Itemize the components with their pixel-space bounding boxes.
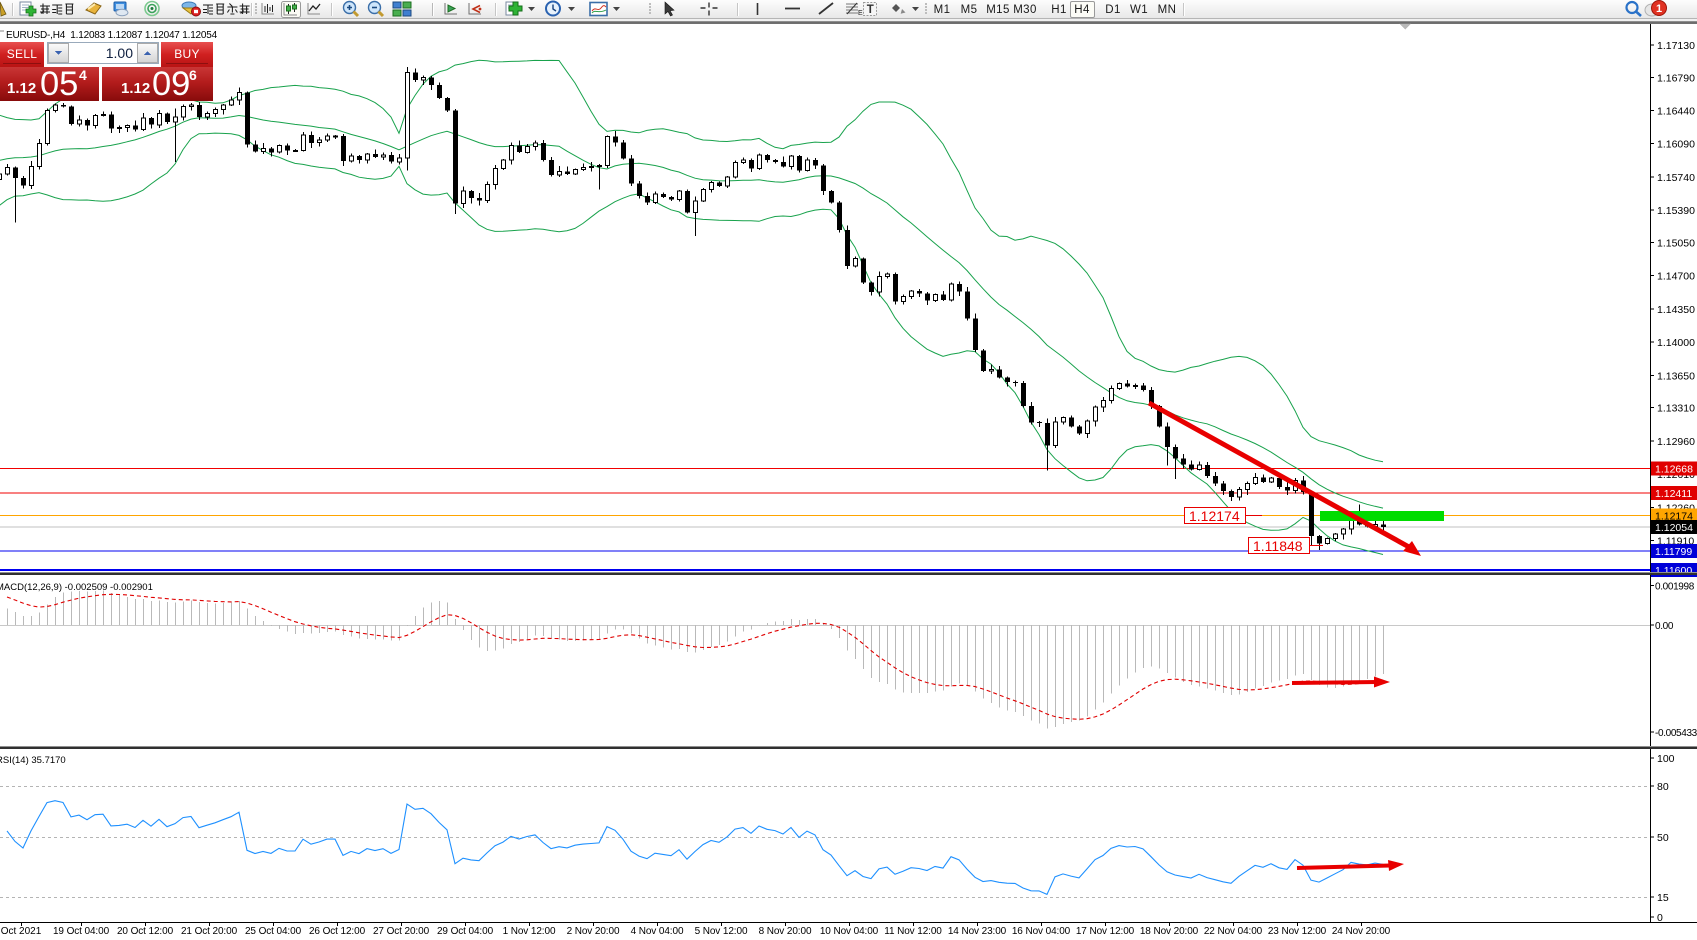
svg-text:17 Nov 12:00: 17 Nov 12:00 [1076, 926, 1135, 937]
svg-text:19 Oct 04:00: 19 Oct 04:00 [53, 926, 110, 937]
svg-text:1.12960: 1.12960 [1657, 436, 1695, 448]
svg-text:W1: W1 [1130, 4, 1148, 16]
svg-text:14 Nov 23:00: 14 Nov 23:00 [948, 926, 1007, 937]
svg-text:1.16090: 1.16090 [1657, 139, 1695, 151]
svg-text:H4: H4 [1074, 4, 1090, 16]
svg-text:1.12: 1.12 [121, 80, 150, 97]
svg-text:1.15050: 1.15050 [1657, 238, 1695, 250]
svg-text:BUY: BUY [174, 47, 200, 61]
svg-text:M30: M30 [1013, 4, 1037, 16]
svg-text:1.12668: 1.12668 [1655, 464, 1693, 476]
svg-text:1.15390: 1.15390 [1657, 205, 1695, 217]
svg-text:0: 0 [1657, 912, 1663, 924]
svg-text:29 Oct 04:00: 29 Oct 04:00 [437, 926, 494, 937]
svg-text:1.14350: 1.14350 [1657, 304, 1695, 316]
svg-text:2 Nov 20:00: 2 Nov 20:00 [567, 926, 620, 937]
svg-text:H1: H1 [1051, 4, 1067, 16]
svg-text:1.12: 1.12 [7, 80, 36, 97]
svg-text:MACD(12,26,9) -0.002509 -0.002: MACD(12,26,9) -0.002509 -0.002901 [0, 582, 153, 593]
svg-text:1.13310: 1.13310 [1657, 403, 1695, 415]
svg-text:22 Nov 04:00: 22 Nov 04:00 [1204, 926, 1263, 937]
svg-text:1.15740: 1.15740 [1657, 172, 1695, 184]
svg-text:M5: M5 [961, 4, 978, 16]
svg-text:10 Nov 04:00: 10 Nov 04:00 [820, 926, 879, 937]
svg-text:-0.005433: -0.005433 [1655, 728, 1697, 739]
svg-text:20 Oct 12:00: 20 Oct 12:00 [117, 926, 174, 937]
svg-text:1.17130: 1.17130 [1657, 40, 1695, 52]
svg-text:D1: D1 [1105, 4, 1121, 16]
svg-text:27 Oct 20:00: 27 Oct 20:00 [373, 926, 430, 937]
svg-text:05: 05 [40, 65, 78, 103]
svg-text:26 Oct 12:00: 26 Oct 12:00 [309, 926, 366, 937]
svg-text:MN: MN [1158, 4, 1177, 16]
svg-text:4: 4 [79, 67, 87, 83]
svg-text:1: 1 [1656, 3, 1662, 15]
svg-text:0.00: 0.00 [1655, 621, 1674, 632]
svg-text:E: E [858, 10, 863, 17]
svg-text:09: 09 [152, 65, 190, 103]
svg-text:1.00: 1.00 [106, 45, 133, 61]
svg-text:16 Nov 04:00: 16 Nov 04:00 [1012, 926, 1071, 937]
svg-text:1.14700: 1.14700 [1657, 271, 1695, 283]
svg-text:1.14000: 1.14000 [1657, 337, 1695, 349]
svg-text:50: 50 [1657, 832, 1669, 844]
svg-text:1.11848: 1.11848 [1253, 538, 1303, 554]
svg-text:M15: M15 [986, 4, 1010, 16]
svg-text:6: 6 [189, 67, 197, 83]
svg-text:8 Nov 20:00: 8 Nov 20:00 [759, 926, 812, 937]
svg-text:T: T [867, 4, 874, 16]
svg-text:100: 100 [1657, 753, 1675, 765]
svg-text:1.13650: 1.13650 [1657, 370, 1695, 382]
svg-text:1 Nov 12:00: 1 Nov 12:00 [503, 926, 556, 937]
svg-text:1.11799: 1.11799 [1655, 546, 1692, 558]
svg-text:1.16440: 1.16440 [1657, 106, 1695, 118]
svg-text:Oct 2021: Oct 2021 [1, 926, 42, 937]
svg-text:18 Nov 20:00: 18 Nov 20:00 [1140, 926, 1199, 937]
svg-text:4 Nov 04:00: 4 Nov 04:00 [631, 926, 684, 937]
svg-text:1.12174: 1.12174 [1655, 511, 1693, 523]
svg-text:M1: M1 [934, 4, 951, 16]
svg-text:1.11600: 1.11600 [1655, 565, 1692, 577]
svg-text:25 Oct 04:00: 25 Oct 04:00 [245, 926, 302, 937]
svg-text:1.12174: 1.12174 [1189, 508, 1240, 524]
svg-text:RSI(14) 35.7170: RSI(14) 35.7170 [0, 755, 66, 766]
svg-text:80: 80 [1657, 781, 1669, 793]
svg-text:EURUSD-,H4 1.12083 1.12087 1.: EURUSD-,H4 1.12083 1.12087 1.12047 1.120… [6, 30, 218, 41]
svg-text:1.12054: 1.12054 [1655, 522, 1693, 534]
svg-text:24 Nov 20:00: 24 Nov 20:00 [1332, 926, 1391, 937]
svg-text:0.001998: 0.001998 [1655, 582, 1695, 593]
svg-text:11 Nov 12:00: 11 Nov 12:00 [884, 926, 942, 937]
svg-text:23 Nov 12:00: 23 Nov 12:00 [1268, 926, 1327, 937]
svg-text:5 Nov 12:00: 5 Nov 12:00 [695, 926, 748, 937]
svg-text:1.16790: 1.16790 [1657, 72, 1695, 84]
svg-text:1.12411: 1.12411 [1655, 488, 1692, 500]
svg-text:SELL: SELL [7, 47, 38, 61]
svg-text:21 Oct 20:00: 21 Oct 20:00 [181, 926, 238, 937]
svg-text:15: 15 [1657, 892, 1669, 904]
